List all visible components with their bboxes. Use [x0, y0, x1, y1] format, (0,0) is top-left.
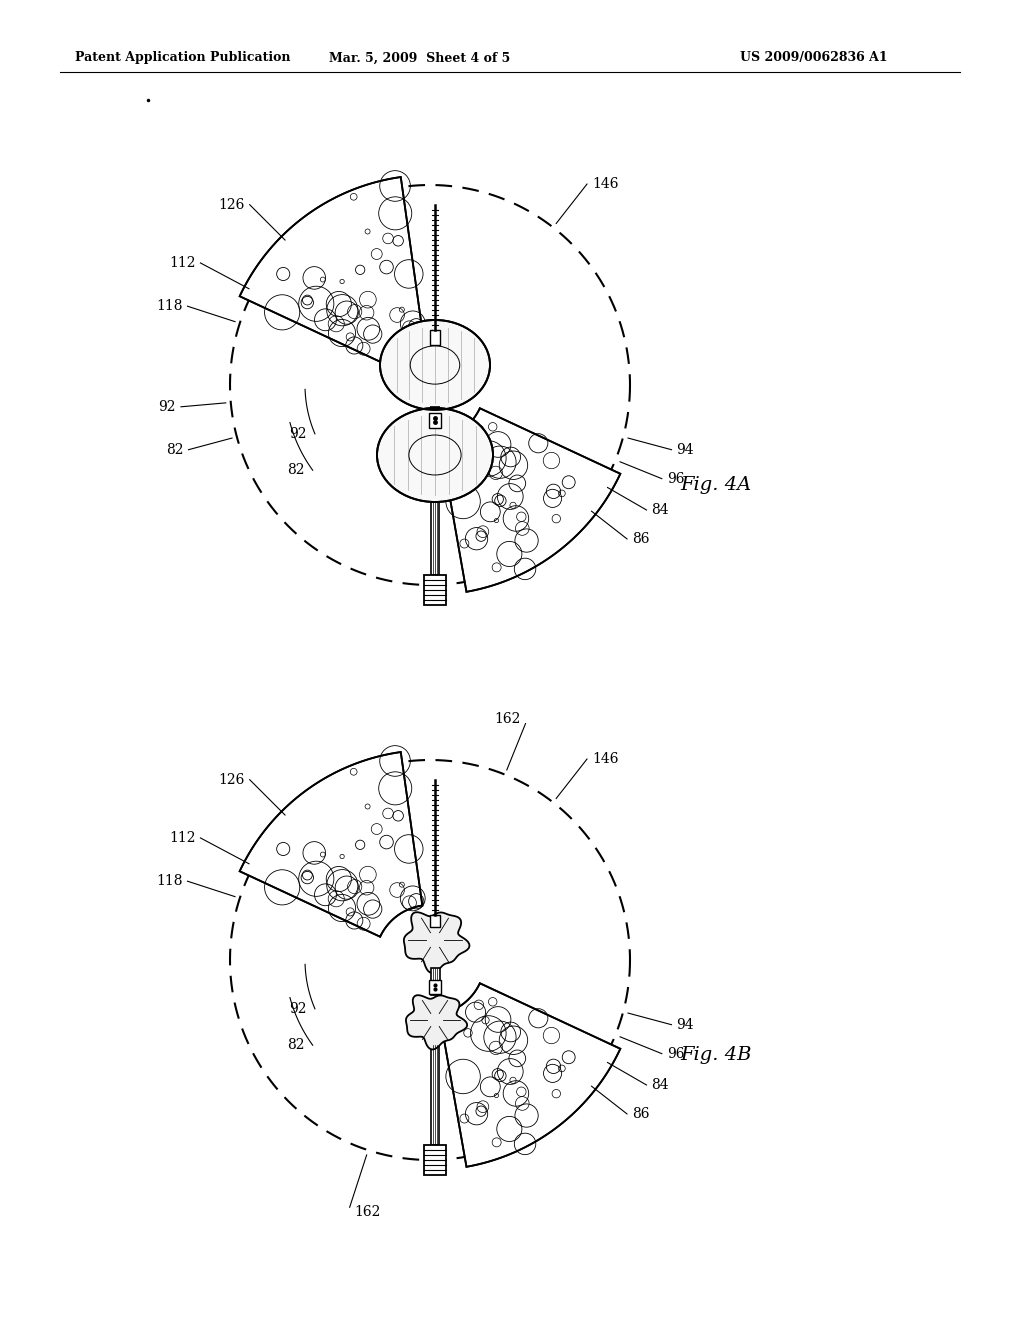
Polygon shape: [439, 983, 621, 1167]
Text: 146: 146: [592, 752, 618, 766]
Polygon shape: [439, 408, 621, 591]
Text: Fig. 4A: Fig. 4A: [680, 477, 752, 494]
Text: 84: 84: [651, 503, 669, 517]
Text: 162: 162: [495, 711, 520, 726]
Text: 162: 162: [354, 1205, 381, 1220]
Text: 146: 146: [592, 177, 618, 191]
Polygon shape: [403, 912, 469, 973]
Bar: [430, 968, 439, 995]
Text: 118: 118: [156, 300, 182, 313]
Text: Mar. 5, 2009  Sheet 4 of 5: Mar. 5, 2009 Sheet 4 of 5: [330, 51, 511, 65]
Text: 82: 82: [287, 1039, 305, 1052]
Text: 86: 86: [632, 1107, 649, 1121]
Bar: [424, 1144, 446, 1175]
Text: 86: 86: [632, 532, 649, 546]
Ellipse shape: [380, 319, 490, 411]
Text: 112: 112: [169, 830, 196, 845]
Polygon shape: [406, 995, 467, 1049]
Bar: [429, 979, 441, 994]
Text: 94: 94: [677, 442, 694, 457]
Text: 92: 92: [159, 400, 176, 413]
Polygon shape: [240, 177, 422, 362]
Text: 84: 84: [651, 1078, 669, 1092]
Text: 92: 92: [290, 426, 307, 441]
Text: 96: 96: [667, 1047, 684, 1061]
Text: 94: 94: [677, 1018, 694, 1032]
Text: 112: 112: [169, 256, 196, 269]
Bar: [431, 502, 439, 576]
Text: 118: 118: [156, 874, 182, 888]
Bar: [429, 413, 441, 428]
Text: 126: 126: [218, 198, 245, 211]
Text: 82: 82: [166, 442, 183, 457]
Ellipse shape: [377, 408, 493, 502]
Text: 96: 96: [667, 471, 684, 486]
Text: Patent Application Publication: Patent Application Publication: [75, 51, 291, 65]
Text: 82: 82: [287, 463, 305, 478]
Bar: [430, 330, 440, 345]
Bar: [430, 915, 440, 927]
Polygon shape: [240, 752, 422, 937]
Text: Fig. 4B: Fig. 4B: [680, 1045, 752, 1064]
Bar: [424, 576, 446, 605]
Text: US 2009/0062836 A1: US 2009/0062836 A1: [740, 51, 888, 65]
Text: 92: 92: [290, 1002, 307, 1016]
Bar: [431, 1045, 439, 1144]
Text: 126: 126: [218, 772, 245, 787]
